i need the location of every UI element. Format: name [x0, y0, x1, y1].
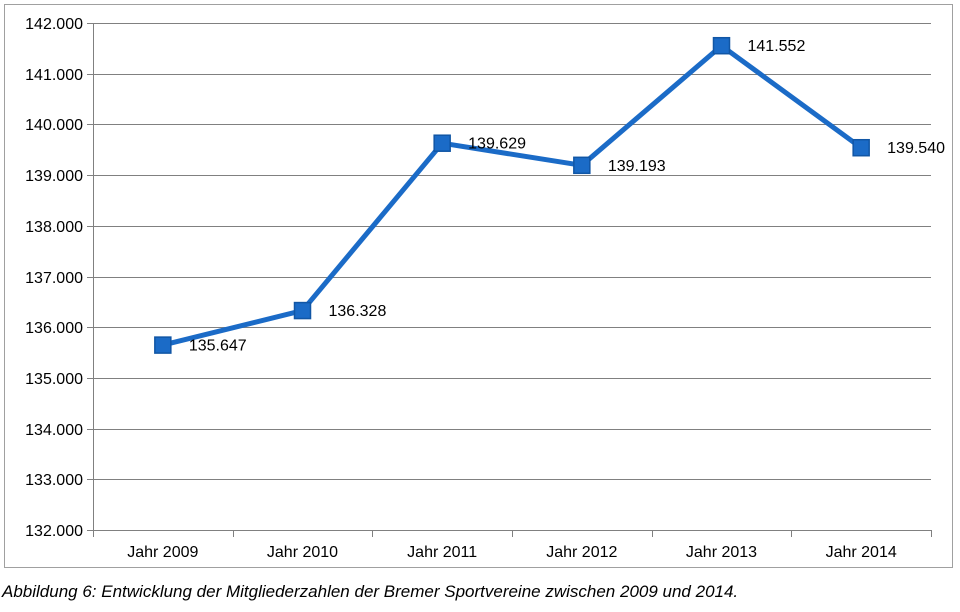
x-tick-label: Jahr 2009 [127, 544, 198, 561]
series-line [162, 43, 863, 348]
x-tick-label: Jahr 2011 [407, 544, 477, 561]
y-tick-label: 134.000 [25, 422, 83, 439]
y-tick-label: 139.000 [25, 168, 83, 185]
y-tick-label: 142.000 [25, 16, 83, 33]
x-tick-label: Jahr 2014 [826, 544, 897, 561]
data-point [433, 134, 451, 152]
y-tick-label: 132.000 [25, 523, 83, 540]
data-label: 141.552 [748, 38, 806, 55]
y-tick-label: 133.000 [25, 472, 83, 489]
x-tick-label: Jahr 2010 [267, 544, 338, 561]
y-tick-label: 135.000 [25, 371, 83, 388]
data-label: 136.328 [329, 303, 387, 320]
y-tick-label: 136.000 [25, 320, 83, 337]
data-label: 139.193 [608, 158, 666, 175]
data-point [712, 36, 731, 55]
y-tick-label: 140.000 [25, 117, 83, 134]
figure-caption: Abbildung 6: Entwicklung der Mitgliederz… [2, 582, 739, 601]
y-tick-label: 138.000 [25, 219, 83, 236]
data-point [154, 336, 172, 354]
y-tick-label: 141.000 [25, 67, 83, 84]
data-label: 139.540 [887, 140, 945, 157]
x-tick-label: Jahr 2013 [686, 544, 757, 561]
x-tick-label: Jahr 2012 [546, 544, 617, 561]
data-point [573, 156, 591, 175]
y-tick-label: 137.000 [25, 270, 83, 287]
data-point [852, 138, 870, 157]
data-point [293, 301, 312, 320]
data-label: 135.647 [189, 338, 247, 355]
chart-frame [4, 4, 953, 568]
data-label: 139.629 [468, 136, 526, 153]
